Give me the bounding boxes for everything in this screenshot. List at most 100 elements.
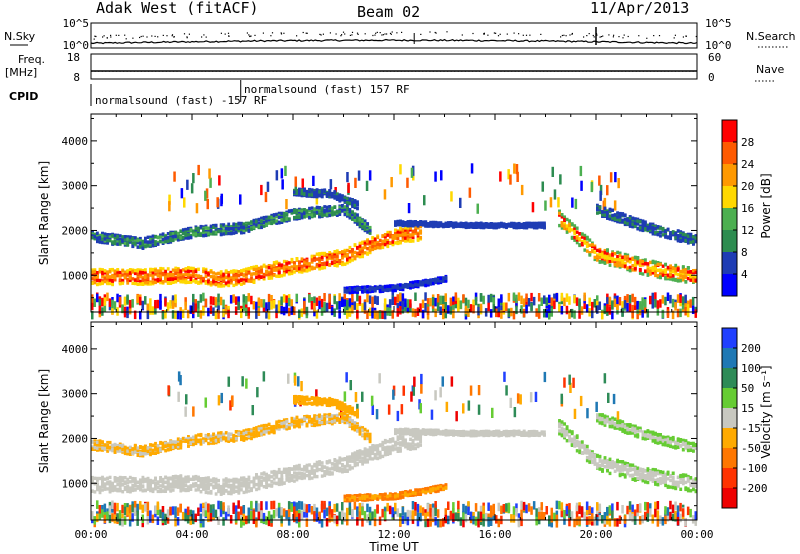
data-cell [111,306,114,315]
nsearch-dot [571,32,573,35]
nave-dot [315,70,317,72]
data-cell [679,308,682,318]
data-cell [596,254,599,259]
data-cell [242,294,246,303]
data-cell [290,271,294,276]
nave-dot [155,70,157,72]
data-cell [368,231,372,235]
data-cell [330,192,334,196]
data-cell [234,275,238,279]
data-cell [681,270,685,274]
data-cell [656,262,660,267]
nave-dot [361,70,363,72]
data-cell [573,310,576,319]
data-cell [277,211,281,216]
data-cell [348,201,352,205]
data-cell [335,262,339,267]
data-cell [290,265,294,269]
data-cell [573,235,577,240]
data-cell [139,236,142,241]
data-cell [560,226,564,230]
data-cell [391,242,395,246]
data-cell [204,233,208,237]
data-cell [373,246,377,251]
data-cell [154,505,157,514]
nsearch-dot [375,32,377,34]
data-cell [257,277,261,281]
data-cell [358,510,362,520]
data-cell [174,506,177,515]
data-cell [608,253,612,257]
data-cell [651,268,655,272]
data-cell [579,165,583,177]
data-cell [383,285,387,289]
data-cell [530,224,534,228]
data-cell [351,253,354,257]
data-cell [363,289,367,293]
data-cell [333,255,337,259]
data-cell [361,285,365,289]
data-cell [98,270,102,274]
nsearch-dot [461,34,463,36]
data-cell [169,275,173,279]
data-cell [603,250,607,255]
data-cell [459,224,463,228]
data-cell [128,271,132,275]
nsearch-dot [446,31,448,33]
data-cell [186,309,190,319]
data-cell [426,518,430,528]
data-cell [611,216,615,220]
data-cell [416,280,420,284]
nsearch-dot [472,32,474,35]
data-cell [234,228,238,232]
data-cell [247,307,251,316]
data-cell [424,292,427,301]
data-cell [591,301,594,311]
data-cell [532,296,536,306]
data-cell [358,221,362,225]
nave-dot [411,70,413,72]
data-cell [689,240,693,244]
data-cell [666,275,670,279]
data-cell [686,266,690,270]
data-cell [126,309,129,319]
data-cell [139,241,142,245]
data-cell [679,294,682,303]
data-cell [209,270,213,274]
data-cell [679,272,683,276]
data-cell [151,239,155,243]
nsearch-dot [139,36,141,39]
data-cell [202,508,205,517]
data-cell [217,229,221,233]
data-cell [351,290,354,294]
data-cell [240,272,243,276]
data-cell [593,257,597,262]
data-cell [116,268,120,272]
data-cell [378,288,382,293]
data-cell [108,275,112,279]
data-cell [373,244,377,248]
data-cell [242,274,246,278]
data-cell [641,228,645,233]
data-cell [154,280,157,285]
data-cell [497,224,501,228]
data-cell [553,300,556,310]
data-cell [585,241,589,245]
data-cell [300,501,304,510]
nave-dots [91,70,694,72]
data-cell [525,293,528,302]
data-cell [133,236,137,240]
data-cell [103,241,107,245]
data-cell [623,220,627,225]
nave-dot [208,70,210,72]
data-cell [346,214,349,218]
data-cell [459,300,463,309]
data-cell [366,222,370,226]
data-cell [240,228,243,232]
data-cell [287,266,291,270]
nave-dot [489,70,491,72]
data-cell [176,238,180,242]
data-cell [363,219,367,223]
data-cell [202,227,205,232]
data-cell [131,241,135,245]
